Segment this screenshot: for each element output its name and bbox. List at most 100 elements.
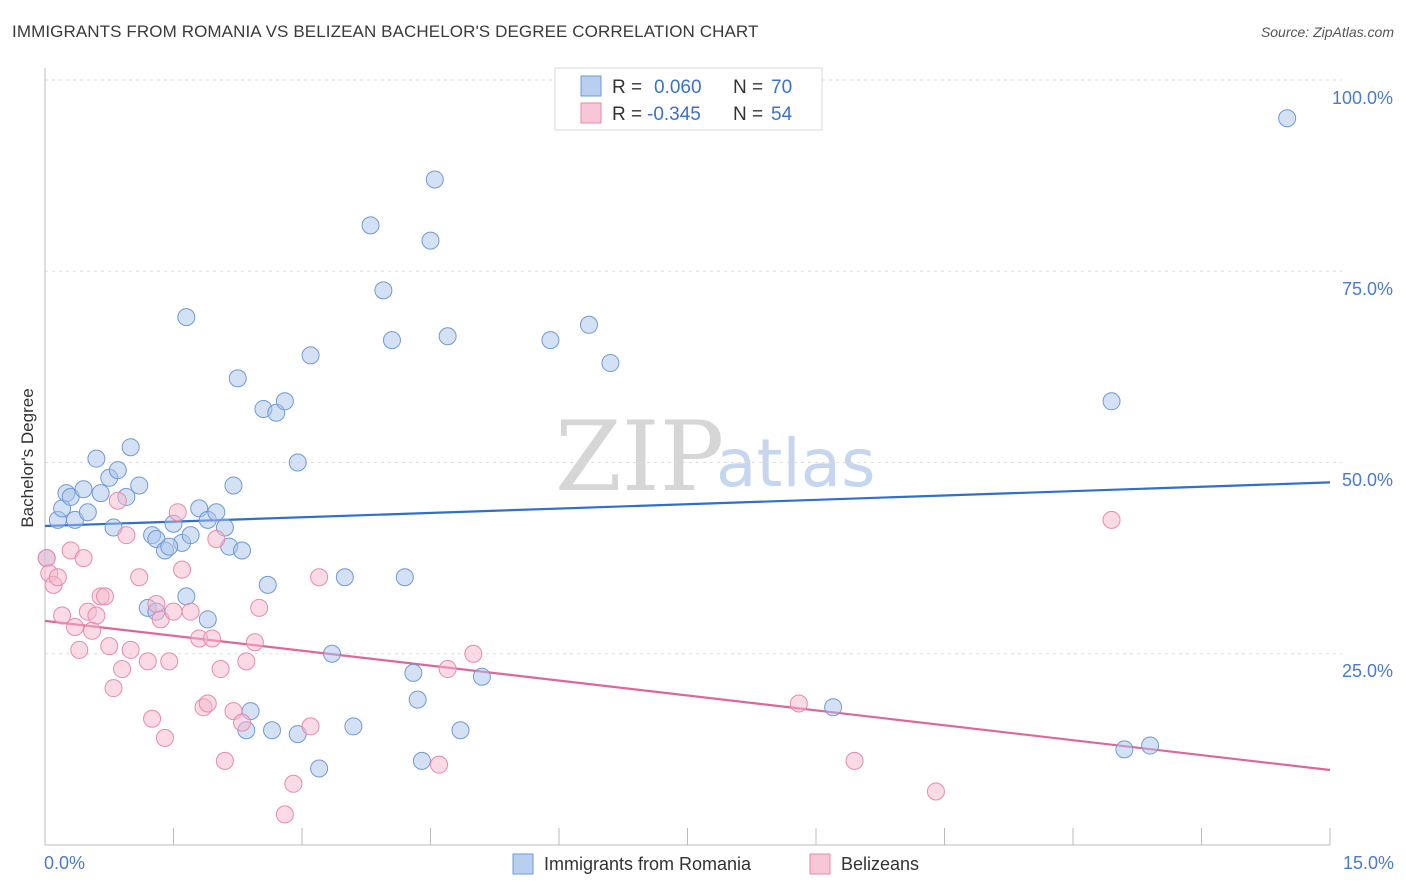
point-belizeans	[74, 549, 93, 568]
point-belizeans	[160, 652, 179, 671]
point-belizeans	[70, 640, 89, 659]
point-romania	[160, 537, 179, 556]
point-belizeans	[48, 568, 67, 587]
point-belizeans	[1102, 510, 1121, 529]
watermark-atlas: atlas	[716, 425, 876, 502]
y-tick-label-25: 25.0%	[1342, 661, 1393, 681]
point-belizeans	[789, 694, 808, 713]
point-belizeans	[203, 629, 222, 648]
point-romania	[177, 587, 196, 606]
y-tick-label-100: 100.0%	[1332, 88, 1393, 108]
point-romania	[177, 308, 196, 327]
point-belizeans	[245, 633, 264, 652]
point-belizeans	[181, 602, 200, 621]
point-romania	[181, 526, 200, 545]
point-belizeans	[438, 660, 457, 679]
y-tick-labels: 25.0% 50.0% 75.0% 100.0%	[1332, 88, 1393, 681]
y-tick-label-50: 50.0%	[1342, 470, 1393, 490]
point-belizeans	[237, 652, 256, 671]
point-belizeans	[211, 660, 230, 679]
bottom-legend-swatch-belizeans	[809, 853, 831, 875]
y-axis-label: Bachelor's Degree	[18, 388, 37, 527]
point-romania	[438, 327, 457, 346]
point-romania	[382, 331, 401, 350]
point-belizeans	[87, 606, 106, 625]
point-romania	[395, 568, 414, 587]
point-belizeans	[207, 530, 226, 548]
point-belizeans	[233, 713, 252, 732]
point-belizeans	[147, 595, 166, 614]
point-romania	[224, 476, 243, 495]
point-romania	[541, 331, 560, 350]
legend-swatch-romania	[580, 75, 602, 97]
point-belizeans	[83, 621, 102, 640]
point-romania	[601, 354, 620, 373]
point-belizeans	[250, 598, 269, 617]
point-belizeans	[95, 587, 114, 606]
point-romania	[275, 392, 294, 411]
legend-r-label-2: R =	[612, 104, 642, 125]
point-romania	[374, 281, 393, 300]
point-belizeans	[113, 660, 132, 679]
chart-title: IMMIGRANTS FROM ROMANIA VS BELIZEAN BACH…	[12, 22, 759, 41]
point-romania	[408, 690, 427, 709]
bottom-legend-label-romania: Immigrants from Romania	[544, 854, 752, 874]
point-belizeans	[301, 717, 320, 736]
trend-line-belizeans	[44, 619, 1331, 772]
point-romania	[579, 315, 598, 334]
x-tick-label-max: 15.0%	[1343, 853, 1394, 873]
point-romania	[472, 667, 491, 686]
point-romania	[258, 575, 277, 594]
point-romania	[228, 369, 247, 388]
point-romania	[404, 663, 423, 682]
point-belizeans	[926, 782, 945, 801]
legend-n-label-2: N =	[733, 104, 763, 125]
point-romania	[74, 480, 93, 499]
point-romania	[451, 721, 470, 740]
point-belizeans	[117, 526, 136, 545]
point-belizeans	[65, 617, 84, 636]
x-tick-label-min: 0.0%	[44, 853, 85, 873]
point-belizeans	[464, 644, 483, 663]
point-belizeans	[143, 709, 162, 728]
point-romania	[121, 438, 140, 457]
point-romania	[301, 346, 320, 365]
point-romania	[1278, 109, 1297, 128]
point-romania	[91, 484, 110, 503]
point-romania	[1141, 736, 1160, 755]
point-belizeans	[53, 606, 72, 625]
point-belizeans	[108, 491, 127, 510]
point-romania	[288, 453, 307, 472]
point-belizeans	[173, 560, 192, 579]
point-belizeans	[215, 751, 234, 770]
legend-n-value-2: 54	[771, 104, 793, 125]
point-romania	[335, 568, 354, 587]
point-romania	[207, 503, 226, 522]
point-romania	[344, 717, 363, 736]
point-romania	[87, 449, 106, 468]
point-belizeans	[275, 805, 294, 824]
legend-n-value-1: 70	[771, 77, 792, 98]
bottom-legend-label-belizeans: Belizeans	[841, 854, 919, 874]
point-belizeans	[198, 694, 217, 713]
bottom-legend: Immigrants from Romania Belizeans	[512, 853, 919, 875]
y-tick-label-75: 75.0%	[1342, 279, 1393, 299]
point-romania	[322, 644, 341, 663]
bottom-legend-swatch-romania	[512, 853, 534, 875]
point-romania	[361, 216, 380, 235]
point-belizeans	[121, 640, 140, 659]
point-belizeans	[845, 751, 864, 770]
point-romania	[310, 759, 329, 778]
point-belizeans	[104, 679, 123, 698]
axes	[44, 68, 1331, 846]
point-romania	[130, 476, 149, 495]
point-romania	[425, 170, 444, 189]
point-belizeans	[310, 568, 329, 587]
point-romania	[78, 503, 97, 522]
legend-r-value-2: -0.345	[647, 104, 701, 125]
point-belizeans	[138, 652, 157, 671]
watermark-zip: ZIP	[555, 401, 724, 513]
source-label: Source: ZipAtlas.com	[1260, 24, 1394, 40]
data-points	[37, 109, 1297, 824]
